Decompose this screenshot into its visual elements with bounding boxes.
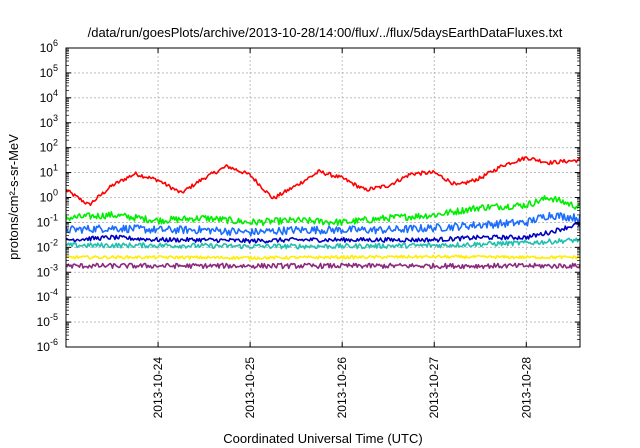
tick-group: 10-6 10-5 10-4 10-3 10-2 10-1 100 101 102 103 104 1…: [37, 38, 580, 418]
y-tick-label: 105: [40, 63, 58, 80]
x-tick-label: 2013-10-26: [335, 357, 349, 419]
y-tick-label: 106: [40, 38, 58, 55]
series-line: [65, 211, 581, 237]
x-axis-label: Coordinated Universal Time (UTC): [223, 431, 422, 446]
x-tick-label: 2013-10-24: [151, 357, 165, 419]
x-tick-label: 2013-10-27: [427, 357, 441, 419]
y-tick-label: 10-3: [37, 262, 58, 279]
grid: [66, 48, 580, 347]
series-line: [65, 221, 581, 244]
y-tick-label: 10-1: [37, 212, 58, 229]
y-tick-label: 10-5: [37, 312, 58, 329]
y-tick-label: 102: [40, 138, 58, 155]
y-axis-label: protons/cm²-s-sr-MeV: [6, 134, 21, 260]
series-group: [65, 156, 581, 270]
y-tick-label: 104: [40, 88, 58, 105]
y-tick-label: 103: [40, 113, 58, 130]
series-line: [65, 195, 581, 227]
series-line: [65, 262, 581, 270]
chart-title: /data/run/goesPlots/archive/2013-10-28/1…: [88, 25, 563, 40]
y-tick-label: 101: [40, 163, 58, 180]
y-tick-label: 10-6: [37, 337, 58, 354]
y-tick-label: 100: [40, 188, 58, 205]
series-line: [65, 254, 581, 261]
x-tick-label: 2013-10-28: [519, 357, 533, 419]
series-line: [65, 156, 581, 207]
series-line: [65, 237, 581, 250]
y-tick-label: 10-2: [37, 237, 58, 254]
x-tick-label: 2013-10-25: [243, 357, 257, 419]
y-tick-label: 10-4: [37, 287, 58, 304]
